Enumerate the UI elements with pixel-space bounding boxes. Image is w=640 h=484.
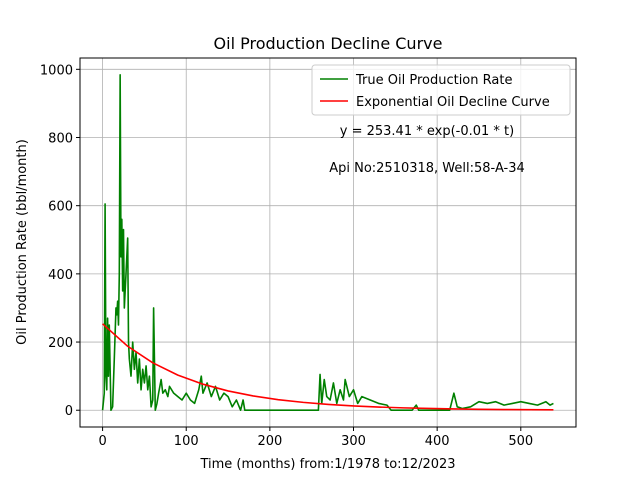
y-tick-label: 1000 bbox=[40, 63, 73, 78]
y-tick-label: 800 bbox=[48, 132, 73, 147]
chart-title: Oil Production Decline Curve bbox=[214, 34, 443, 53]
x-tick-label: 500 bbox=[508, 434, 533, 449]
data-line bbox=[102, 323, 554, 411]
annotation: Api No:2510318, Well:58-A-34 bbox=[329, 161, 525, 176]
x-tick-label: 200 bbox=[257, 434, 282, 449]
data-line bbox=[101, 73, 554, 412]
y-tick-label: 200 bbox=[48, 336, 73, 351]
y-tick-label: 600 bbox=[48, 200, 73, 215]
legend-label: Exponential Oil Decline Curve bbox=[356, 95, 550, 110]
legend-box bbox=[311, 64, 571, 116]
y-axis-label: Oil Production Rate (bbl/month) bbox=[15, 139, 30, 345]
x-tick-label: 0 bbox=[98, 434, 106, 449]
x-tick-label: 300 bbox=[341, 434, 366, 449]
annotation: y = 253.41 * exp(-0.01 * t) bbox=[340, 124, 514, 139]
legend-label: True Oil Production Rate bbox=[355, 73, 512, 88]
y-tick-label: 0 bbox=[65, 404, 73, 419]
x-tick-label: 100 bbox=[174, 434, 199, 449]
y-tick-label: 400 bbox=[48, 268, 73, 283]
x-tick-label: 400 bbox=[425, 434, 450, 449]
axes-frame bbox=[79, 57, 577, 428]
x-axis-label: Time (months) from:1/1978 to:12/2023 bbox=[199, 457, 455, 472]
